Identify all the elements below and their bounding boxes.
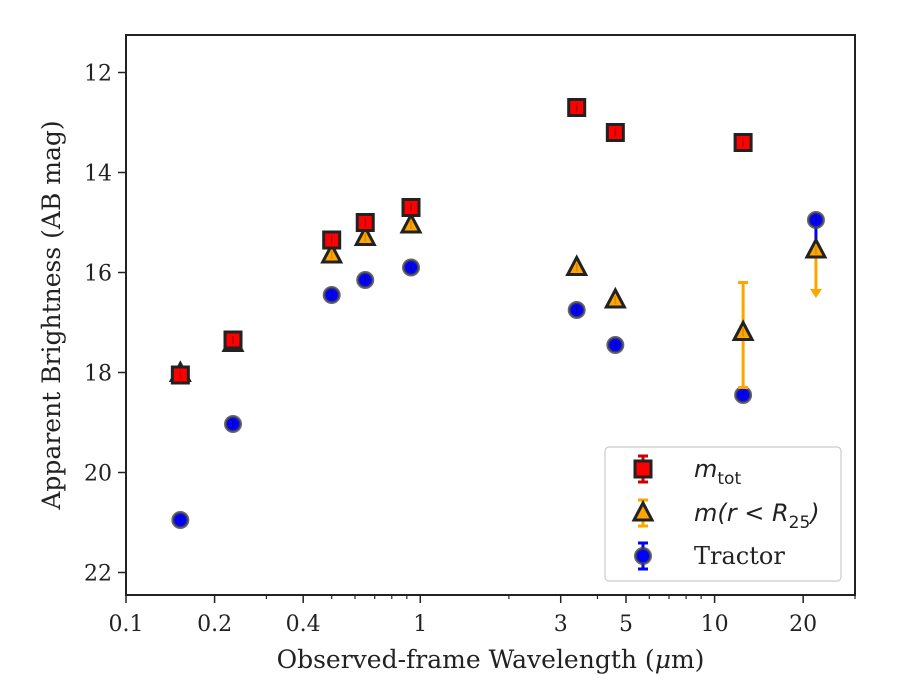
x-tick-label: 0.4 — [286, 612, 321, 637]
x-tick-label: 10 — [701, 612, 729, 637]
legend-label: m(r < R25) — [694, 499, 820, 533]
legend-entry: mtot — [633, 454, 741, 489]
series-triangle — [168, 211, 828, 389]
legend-label: Tractor — [694, 542, 785, 570]
legend-label-subscript: tot — [717, 469, 741, 489]
x-axis-label: Observed-frame Wavelength (μm) — [277, 645, 705, 674]
x-axis-label-unit: m) — [671, 645, 704, 674]
axis-ticks: 0.1 0.2 0.4 1 3 5 10 20 12 14 16 18 20 22 — [84, 62, 856, 637]
y-tick-label: 16 — [84, 262, 112, 287]
series-square — [170, 98, 753, 385]
x-axis-label-text: Observed-frame Wavelength ( — [277, 645, 655, 674]
y-tick-label: 18 — [84, 362, 112, 387]
y-tick-label: 20 — [84, 462, 112, 487]
legend-marker — [631, 499, 655, 522]
legend-entry: Tractor — [634, 541, 785, 571]
legend-label: mtot — [694, 455, 741, 489]
legend: mtot m(r < R25) Tractor — [604, 446, 842, 582]
x-tick-label: 0.1 — [109, 612, 144, 637]
y-tick-label: 22 — [84, 562, 112, 587]
legend-marker — [633, 459, 653, 479]
y-tick-label: 12 — [84, 62, 112, 87]
x-tick-label: 1 — [413, 612, 427, 637]
axes-frame — [125, 34, 856, 596]
legend-entry: m(r < R25) — [631, 498, 820, 533]
legend-label-subscript: 25 — [789, 513, 811, 533]
x-tick-label: 3 — [554, 612, 568, 637]
upper-limit-arrow — [809, 289, 822, 298]
legend-box — [604, 446, 842, 582]
data-marks — [168, 98, 828, 529]
legend-label-base: Tractor — [694, 542, 785, 570]
x-tick-label: 0.2 — [197, 612, 232, 637]
x-axis-label-mu: μ — [655, 645, 671, 674]
y-axis-label: Apparent Brightness (AB mag) — [37, 120, 66, 510]
y-tick-label: 14 — [84, 162, 112, 187]
legend-label-base: m(r < R — [694, 499, 789, 527]
legend-marker — [634, 547, 652, 565]
legend-label-suffix: ) — [808, 499, 819, 527]
x-tick-label: 5 — [619, 612, 633, 637]
legend-label-base: m — [694, 455, 717, 483]
x-tick-label: 20 — [789, 612, 817, 637]
